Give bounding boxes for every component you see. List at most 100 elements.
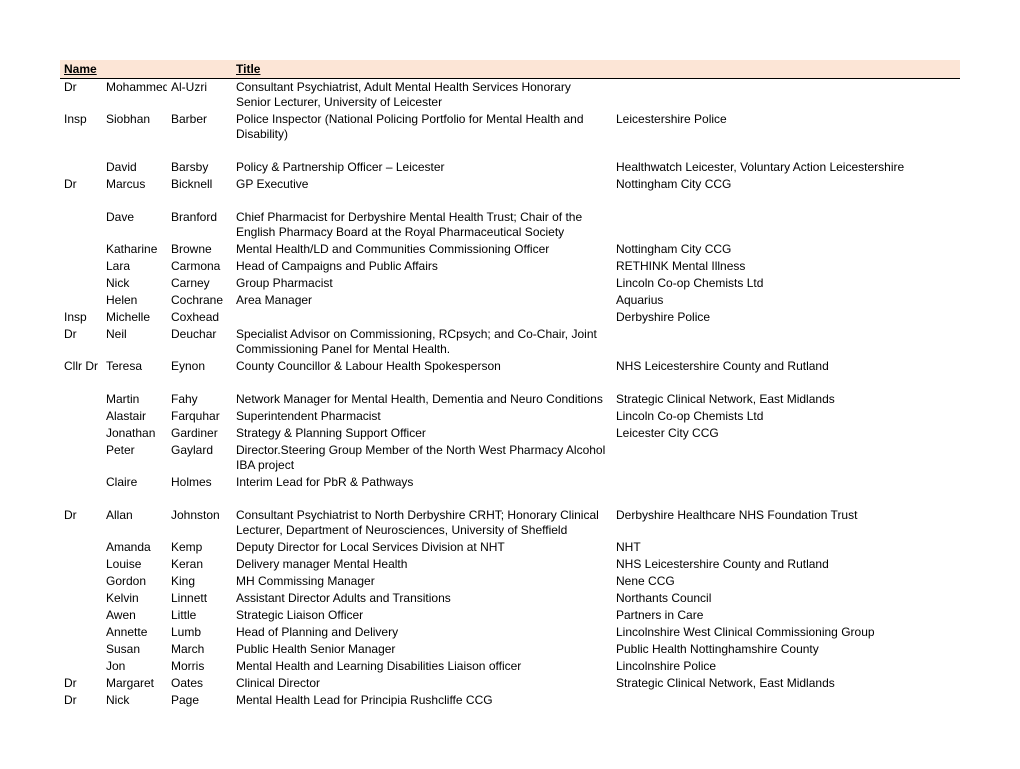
table-row: NickCarneyGroup PharmacistLincoln Co-op … — [60, 275, 960, 292]
cell-honorific — [60, 425, 102, 442]
cell-honorific: Dr — [60, 79, 102, 112]
table-row: HelenCochraneArea ManagerAquarius — [60, 292, 960, 309]
table-row: JonMorrisMental Health and Learning Disa… — [60, 658, 960, 675]
cell-title: Deputy Director for Local Services Divis… — [232, 539, 612, 556]
cell-last: Oates — [167, 675, 232, 692]
cell-last: Gaylard — [167, 442, 232, 474]
cell-org — [612, 79, 960, 112]
cell-honorific — [60, 474, 102, 491]
cell-first: Nick — [102, 275, 167, 292]
table-row: AmandaKempDeputy Director for Local Serv… — [60, 539, 960, 556]
spacer-cell — [60, 193, 960, 209]
cell-title: Clinical Director — [232, 675, 612, 692]
cell-org: NHS Leicestershire County and Rutland — [612, 556, 960, 573]
cell-org: Aquarius — [612, 292, 960, 309]
cell-first: Allan — [102, 507, 167, 539]
cell-honorific — [60, 209, 102, 241]
cell-first: Margaret — [102, 675, 167, 692]
col-header-name: Name — [60, 60, 232, 79]
cell-title: Mental Health/LD and Communities Commiss… — [232, 241, 612, 258]
cell-first: Helen — [102, 292, 167, 309]
cell-title: County Councillor & Labour Health Spokes… — [232, 358, 612, 375]
cell-honorific: Dr — [60, 675, 102, 692]
cell-org: Lincolnshire Police — [612, 658, 960, 675]
cell-honorific: Dr — [60, 692, 102, 709]
cell-org: Healthwatch Leicester, Voluntary Action … — [612, 159, 960, 176]
table-row: ClaireHolmesInterim Lead for PbR & Pathw… — [60, 474, 960, 491]
cell-org: Derbyshire Healthcare NHS Foundation Tru… — [612, 507, 960, 539]
cell-last: Bicknell — [167, 176, 232, 193]
table-row: AwenLittleStrategic Liaison OfficerPartn… — [60, 607, 960, 624]
cell-last: Carmona — [167, 258, 232, 275]
spacer-cell — [60, 491, 960, 507]
cell-honorific — [60, 556, 102, 573]
cell-title: MH Commissing Manager — [232, 573, 612, 590]
cell-title: Group Pharmacist — [232, 275, 612, 292]
cell-title: Chief Pharmacist for Derbyshire Mental H… — [232, 209, 612, 241]
cell-last: Branford — [167, 209, 232, 241]
cell-first: Amanda — [102, 539, 167, 556]
cell-first: Peter — [102, 442, 167, 474]
cell-honorific: Insp — [60, 111, 102, 143]
cell-title: Consultant Psychiatrist, Adult Mental He… — [232, 79, 612, 112]
cell-last: King — [167, 573, 232, 590]
table-row: MartinFahyNetwork Manager for Mental Hea… — [60, 391, 960, 408]
cell-last: Keran — [167, 556, 232, 573]
cell-title: Area Manager — [232, 292, 612, 309]
cell-first: Louise — [102, 556, 167, 573]
cell-first: Alastair — [102, 408, 167, 425]
cell-org: Nottingham City CCG — [612, 176, 960, 193]
cell-org: NHS Leicestershire County and Rutland — [612, 358, 960, 375]
table-row: DrMohammedAl-UzriConsultant Psychiatrist… — [60, 79, 960, 112]
cell-title: Superintendent Pharmacist — [232, 408, 612, 425]
cell-honorific — [60, 391, 102, 408]
table-row: AnnetteLumbHead of Planning and Delivery… — [60, 624, 960, 641]
cell-honorific — [60, 258, 102, 275]
cell-org — [612, 692, 960, 709]
cell-title: Public Health Senior Manager — [232, 641, 612, 658]
cell-title: Network Manager for Mental Health, Demen… — [232, 391, 612, 408]
table-row — [60, 375, 960, 391]
table-row: KatharineBrowneMental Health/LD and Comm… — [60, 241, 960, 258]
cell-org: Northants Council — [612, 590, 960, 607]
cell-honorific — [60, 292, 102, 309]
cell-title: Director.Steering Group Member of the No… — [232, 442, 612, 474]
cell-honorific — [60, 408, 102, 425]
cell-title: Assistant Director Adults and Transition… — [232, 590, 612, 607]
table-row — [60, 143, 960, 159]
cell-honorific — [60, 658, 102, 675]
cell-last: Al-Uzri — [167, 79, 232, 112]
cell-honorific — [60, 590, 102, 607]
cell-title: Mental Health Lead for Principia Rushcli… — [232, 692, 612, 709]
cell-last: Fahy — [167, 391, 232, 408]
table-row: PeterGaylardDirector.Steering Group Memb… — [60, 442, 960, 474]
cell-org: Public Health Nottinghamshire County — [612, 641, 960, 658]
cell-last: Farquhar — [167, 408, 232, 425]
cell-title — [232, 309, 612, 326]
table-row: DavidBarsbyPolicy & Partnership Officer … — [60, 159, 960, 176]
table-row: GordonKingMH Commissing ManagerNene CCG — [60, 573, 960, 590]
cell-last: Linnett — [167, 590, 232, 607]
cell-honorific: Dr — [60, 326, 102, 358]
cell-title: Specialist Advisor on Commissioning, RCp… — [232, 326, 612, 358]
cell-first: Lara — [102, 258, 167, 275]
table-row: InspMichelleCoxheadDerbyshire Police — [60, 309, 960, 326]
spacer-cell — [60, 375, 960, 391]
cell-honorific — [60, 573, 102, 590]
cell-title: Consultant Psychiatrist to North Derbysh… — [232, 507, 612, 539]
cell-first: Martin — [102, 391, 167, 408]
cell-title: Police Inspector (National Policing Port… — [232, 111, 612, 143]
cell-org: Partners in Care — [612, 607, 960, 624]
cell-org — [612, 209, 960, 241]
cell-org: Lincolnshire West Clinical Commissioning… — [612, 624, 960, 641]
table-row: KelvinLinnettAssistant Director Adults a… — [60, 590, 960, 607]
cell-first: Gordon — [102, 573, 167, 590]
cell-first: David — [102, 159, 167, 176]
cell-first: Teresa — [102, 358, 167, 375]
cell-honorific: Dr — [60, 176, 102, 193]
cell-first: Annette — [102, 624, 167, 641]
table-row: InspSiobhanBarberPolice Inspector (Natio… — [60, 111, 960, 143]
col-header-org — [612, 60, 960, 79]
cell-first: Claire — [102, 474, 167, 491]
cell-title: Head of Planning and Delivery — [232, 624, 612, 641]
